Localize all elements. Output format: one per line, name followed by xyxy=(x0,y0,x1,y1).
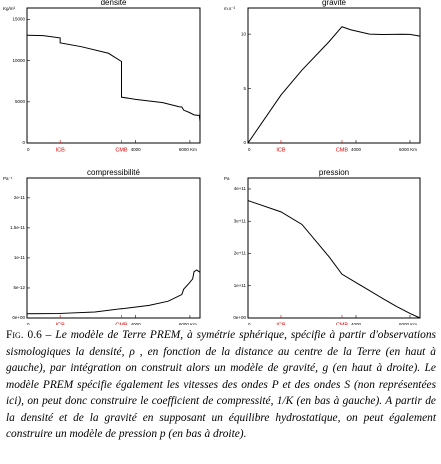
data-line xyxy=(26,34,201,122)
caption-text: Le modèle de Terre PREM, à symétrie sphé… xyxy=(6,329,436,440)
x-tick-label: 0 xyxy=(248,147,251,152)
chart-title: compressibilité xyxy=(87,168,140,177)
plot-frame xyxy=(26,7,201,144)
y-tick-label: 1.5e-11 xyxy=(10,225,25,230)
y-tick-label: 0 xyxy=(243,140,246,145)
boundary-label: ICB xyxy=(56,322,66,325)
x-tick-label: 6000 Km xyxy=(179,322,197,325)
y-tick-label: 2e+11 xyxy=(234,251,247,256)
x-tick-label: 6000 Km xyxy=(399,322,417,325)
x-tick-label: 4000 xyxy=(131,147,142,152)
caption-label: Fig. 0.6 – xyxy=(6,329,52,341)
y-tick-label: 3e+11 xyxy=(234,218,247,223)
x-tick-label: 6000 Km xyxy=(179,147,197,152)
plot-frame xyxy=(26,177,201,319)
boundary-label: CMB xyxy=(336,322,349,325)
x-tick-label: 0 xyxy=(27,322,30,325)
data-line xyxy=(247,200,421,319)
y-tick-label: 2e-11 xyxy=(14,195,26,200)
x-tick-label: 4000 xyxy=(351,147,362,152)
y-unit: m.s⁻² xyxy=(224,6,236,11)
caption: Fig. 0.6 – Le modèle de Terre PREM, à sym… xyxy=(6,327,436,443)
data-line xyxy=(247,26,421,144)
y-tick-label: 0e+00 xyxy=(233,315,246,320)
boundary-label: CMB xyxy=(115,322,128,325)
y-tick-label: 10 xyxy=(241,31,247,36)
plot-frame xyxy=(247,177,421,319)
x-tick-label: 6000 Km xyxy=(399,147,417,152)
chart-title: densité xyxy=(101,0,127,7)
y-tick-label: 15000 xyxy=(12,17,25,22)
y-tick-label: 0 xyxy=(22,140,25,145)
boundary-label: ICB xyxy=(276,147,286,153)
boundary-label: CMB xyxy=(115,147,128,153)
data-line xyxy=(26,269,201,315)
y-tick-label: 4e+11 xyxy=(234,186,247,191)
x-tick-label: 4000 xyxy=(131,322,142,325)
x-tick-label: 0 xyxy=(27,147,30,152)
y-unit: Kg/m³ xyxy=(3,6,16,11)
y-tick-label: 1e-11 xyxy=(14,255,26,260)
y-tick-label: 5000 xyxy=(15,99,26,104)
y-tick-label: 0e+00 xyxy=(12,315,25,320)
y-unit: Pa⁻¹ xyxy=(3,176,13,181)
y-tick-label: 10000 xyxy=(12,58,25,63)
boundary-label: ICB xyxy=(56,147,66,153)
x-tick-label: 0 xyxy=(248,322,251,325)
x-tick-label: 4000 xyxy=(351,322,362,325)
y-unit: Pa xyxy=(224,176,230,181)
boundary-label: ICB xyxy=(276,322,286,325)
y-tick-label: 5e-12 xyxy=(13,285,25,290)
y-tick-label: 1e+11 xyxy=(234,283,247,288)
chart-title: pression xyxy=(319,168,349,177)
boundary-label: CMB xyxy=(336,147,349,153)
plot-frame xyxy=(247,7,421,144)
y-tick-label: 5 xyxy=(243,86,246,91)
chart-title: gravité xyxy=(322,0,347,7)
